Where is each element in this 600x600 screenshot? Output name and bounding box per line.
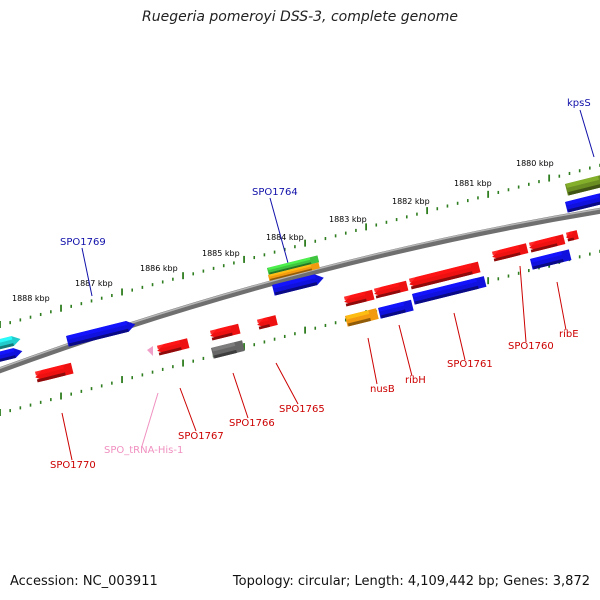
scale-label: 1882 kbp (392, 197, 430, 206)
accession-text: Accession: NC_003911 (10, 574, 158, 589)
gene-nusB[interactable] (345, 308, 379, 327)
topology-text: Topology: circular; Length: 4,109,442 bp… (232, 574, 590, 589)
label-connector (398, 324, 413, 377)
gene-label[interactable]: SPO1770 (50, 460, 96, 471)
gene-features (0, 173, 600, 383)
label-connectors (61, 109, 595, 461)
scale-ticks-upper (0, 163, 600, 328)
gene-kpsS[interactable] (565, 173, 600, 196)
gene-label[interactable]: SPO1769 (60, 237, 106, 248)
gene-ribH[interactable] (378, 299, 414, 319)
scale-label: 1883 kbp (329, 215, 367, 224)
scale-label: 1885 kbp (202, 249, 240, 258)
gene-SPO1761[interactable] (412, 276, 487, 305)
gene-red-lower-e[interactable] (528, 234, 566, 253)
gene-red-lower-c[interactable] (373, 280, 409, 299)
gene-label[interactable]: SPO1761 (447, 359, 493, 370)
gene-label[interactable]: SPO1767 (178, 431, 224, 442)
label-connector (556, 281, 567, 331)
label-connector (275, 362, 299, 405)
gene-label[interactable]: SPO1760 (508, 341, 554, 352)
label-connector (179, 387, 197, 432)
gene-label[interactable]: ribH (405, 375, 426, 386)
label-connector (579, 109, 595, 158)
scale-label: 1884 kbp (266, 233, 304, 242)
gene-red-lower-f[interactable] (565, 230, 579, 242)
gene-ribE[interactable] (530, 249, 572, 270)
gene-label[interactable]: nusB (370, 384, 395, 395)
gene-SPO1764-orange[interactable] (268, 262, 320, 281)
gene-label[interactable]: kpsS (567, 98, 591, 109)
map-title: Ruegeria pomeroyi DSS-3, complete genome (142, 9, 458, 25)
gene-labels: kpsS SPO1764 SPO1769 ribE SPO1760 SPO1761 ribH… (50, 98, 591, 471)
gene-label[interactable]: SPO1766 (229, 418, 275, 429)
gene-label[interactable]: SPO1764 (252, 187, 298, 198)
label-connector (141, 392, 159, 447)
gene-label[interactable]: ribE (559, 329, 579, 340)
gene-SPO1766[interactable] (211, 340, 245, 359)
gene-label[interactable]: SPO1765 (279, 404, 325, 415)
label-connector (61, 412, 73, 461)
label-connector (519, 265, 527, 343)
scale-label: 1880 kbp (516, 159, 554, 168)
gene-SPO1760[interactable] (491, 243, 529, 262)
scale-label: 1886 kbp (140, 264, 178, 273)
label-connector (232, 372, 249, 419)
gene-cyan-left[interactable] (0, 334, 22, 350)
label-connector (81, 247, 93, 297)
gene-SPO1769[interactable] (66, 319, 137, 347)
gene-SPO1764[interactable] (272, 272, 325, 296)
scale-labels: 1888 kbp 1887 kbp 1886 kbp 1885 kbp 1884 kbp… (12, 159, 554, 303)
gene-red-lower-d[interactable] (408, 261, 481, 290)
gene-SPO_tRNA-His-1[interactable] (147, 346, 153, 356)
gene-upper-blue-right[interactable] (565, 191, 600, 213)
label-connector (453, 312, 466, 361)
scale-label: 1881 kbp (454, 179, 492, 188)
gene-SPO1765[interactable] (256, 315, 278, 330)
gene-SPO1764-green[interactable] (267, 255, 320, 275)
gene-SPO1767[interactable] (156, 338, 190, 356)
gene-red-lower-a[interactable] (209, 323, 241, 341)
gene-red-lower-b[interactable] (343, 289, 375, 307)
gene-label[interactable]: SPO_tRNA-His-1 (104, 445, 183, 456)
scale-label: 1888 kbp (12, 294, 50, 303)
gene-SPO1770[interactable] (34, 362, 74, 383)
scale-label: 1887 kbp (75, 279, 113, 288)
label-connector (269, 197, 289, 264)
label-connector (367, 337, 378, 385)
gene-blue-left[interactable] (0, 346, 24, 363)
